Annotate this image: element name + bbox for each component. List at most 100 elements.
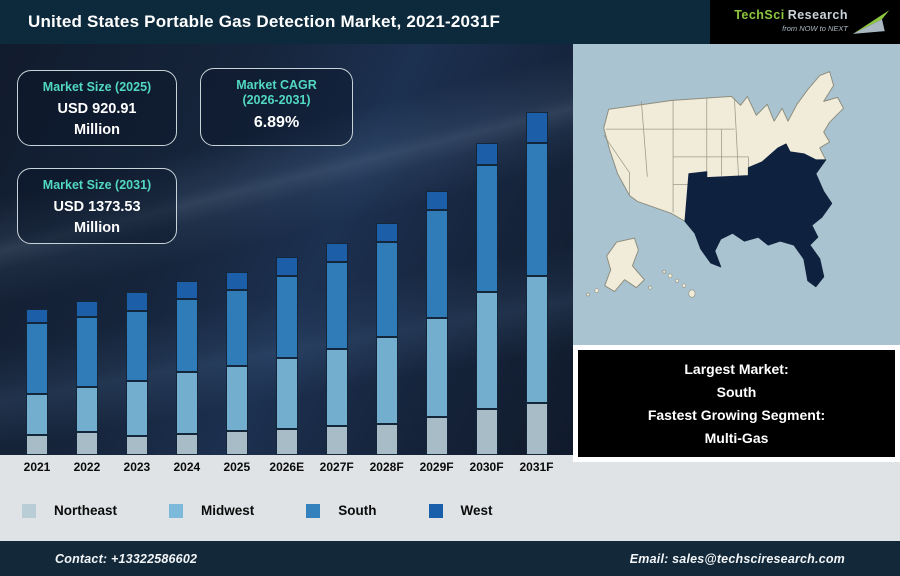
techsci-logo: TechSci Research from NOW to NEXT	[710, 0, 900, 44]
bar-2030F	[475, 143, 498, 455]
logo-brand-secondary: Research	[787, 8, 848, 22]
legend-swatch-west	[428, 503, 443, 518]
logo-brand-primary: TechSci	[734, 8, 785, 22]
bar-segment-south	[325, 262, 348, 349]
bar-2023	[125, 292, 148, 455]
bar-2024	[175, 281, 198, 455]
callout-line-3: Fastest Growing Segment:	[647, 406, 826, 423]
bar-segment-west	[225, 272, 248, 290]
bar-segment-northeast	[425, 417, 448, 455]
legend-swatch-midwest	[169, 503, 184, 518]
legend-label-south: South	[338, 503, 377, 518]
bar-2029F	[425, 191, 448, 455]
bar-segment-midwest	[475, 292, 498, 409]
bar-segment-south	[475, 165, 498, 292]
bar-segment-west	[125, 292, 148, 311]
bar-segment-northeast	[175, 434, 198, 455]
market-size-2031-box: Market Size (2031) USD 1373.53 Million	[17, 168, 177, 244]
bar-segment-west	[425, 191, 448, 210]
market-cagr-box: Market CAGR (2026-2031) 6.89%	[200, 68, 353, 146]
bar-segment-northeast	[475, 409, 498, 455]
callout-line-2: South	[716, 383, 757, 400]
market-size-2025-unit: Million	[74, 122, 120, 138]
bar-2021	[26, 309, 48, 455]
bar-segment-south	[225, 290, 248, 366]
email-info: Email: sales@techsciresearch.com	[629, 551, 845, 566]
x-axis-label-2027F: 2027F	[319, 460, 354, 474]
bar-segment-south	[425, 210, 448, 318]
bar-segment-south	[175, 299, 198, 372]
axis-legend-strip: 2021 2022 2023 2024 2025 2026E 2027F 2028F 2029F…	[0, 455, 900, 541]
x-axis-label-2024: 2024	[173, 460, 201, 474]
x-axis-labels: 2021 2022 2023 2024 2025 2026E 2027F 2028F 2029F…	[0, 460, 573, 476]
page-title: United States Portable Gas Detection Mar…	[28, 12, 501, 31]
bar-segment-northeast	[275, 429, 298, 455]
legend-label-midwest: Midwest	[201, 503, 255, 518]
legend-item-northeast: Northeast	[22, 503, 117, 518]
x-axis-label-2031F: 2031F	[519, 460, 554, 474]
bar-segment-south	[275, 276, 298, 358]
bar-segment-midwest	[75, 387, 98, 432]
x-axis-label-2023: 2023	[123, 460, 151, 474]
bar-segment-northeast	[26, 435, 48, 455]
market-size-2025-box: Market Size (2025) USD 920.91 Million	[17, 70, 177, 146]
us-map-alaska	[604, 237, 645, 293]
bar-segment-west	[26, 309, 48, 323]
legend-swatch-south	[306, 503, 321, 518]
logo-text: TechSci Research from NOW to NEXT	[734, 9, 848, 35]
bar-segment-midwest	[525, 276, 548, 403]
bar-segment-northeast	[375, 424, 398, 455]
bar-segment-west	[75, 301, 98, 317]
legend-item-south: South	[306, 503, 377, 518]
bar-segment-midwest	[325, 349, 348, 426]
market-size-2025-value: USD 920.91	[57, 101, 137, 117]
footer-bar: Contact: +13322586602 Email: sales@techs…	[0, 541, 900, 576]
bar-2026E	[275, 257, 298, 455]
bar-segment-west	[325, 243, 348, 262]
x-axis-label-2029F: 2029F	[419, 460, 454, 474]
market-size-2031-unit: Million	[74, 220, 120, 236]
x-axis-label-2030F: 2030F	[469, 460, 504, 474]
bar-segment-midwest	[26, 394, 48, 435]
contact-info: Contact: +13322586602	[55, 551, 198, 566]
stacked-bar-chart	[0, 44, 573, 455]
bar-segment-west	[525, 112, 548, 143]
market-cagr-value: 6.89%	[253, 114, 300, 131]
bar-segment-midwest	[275, 358, 298, 429]
bar-segment-west	[375, 223, 398, 242]
bar-segment-northeast	[325, 426, 348, 455]
bar-segment-midwest	[425, 318, 448, 417]
bar-segment-south	[26, 323, 48, 394]
title-bar: United States Portable Gas Detection Mar…	[0, 0, 900, 44]
us-map-state-borders	[603, 98, 749, 213]
x-axis-label-2022: 2022	[73, 460, 101, 474]
callout-line-4: Multi-Gas	[704, 429, 769, 446]
bar-segment-west	[175, 281, 198, 299]
largest-market-callout-inner: Largest Market: South Fastest Growing Se…	[578, 350, 895, 457]
bar-segment-northeast	[225, 431, 248, 455]
bar-segment-midwest	[375, 337, 398, 424]
market-cagr-heading-years: (2026-2031)	[242, 93, 311, 107]
bar-segment-midwest	[225, 366, 248, 431]
legend-label-northeast: Northeast	[54, 503, 118, 518]
chart-area: Market Size (2025) USD 920.91 Million Ma…	[0, 44, 573, 455]
x-axis-label-2026E: 2026E	[269, 460, 305, 474]
bar-segment-south	[525, 143, 548, 276]
bar-segment-midwest	[125, 381, 148, 436]
market-cagr-heading: Market CAGR	[236, 78, 317, 92]
us-map	[586, 71, 845, 298]
legend-item-midwest: Midwest	[169, 503, 254, 518]
bar-segment-northeast	[525, 403, 548, 455]
legend-label-west: West	[460, 503, 493, 518]
bar-segment-south	[125, 311, 148, 381]
bar-segment-northeast	[125, 436, 148, 455]
bar-segment-west	[475, 143, 498, 165]
logo-tagline: from NOW to NEXT	[782, 24, 848, 33]
bar-2027F	[325, 243, 348, 455]
bar-segment-south	[75, 317, 98, 387]
legend-swatch-northeast	[22, 503, 36, 518]
bar-2031F	[525, 112, 548, 455]
callout-line-1: Largest Market:	[684, 360, 789, 377]
bar-2028F	[375, 223, 398, 455]
